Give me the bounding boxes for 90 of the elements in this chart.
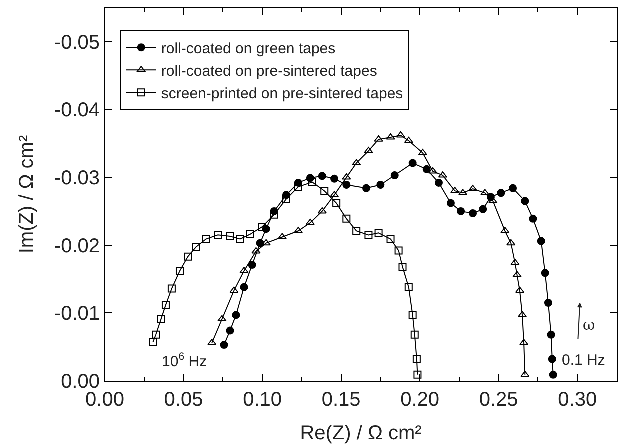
x-tick-label: 0.25	[479, 389, 518, 411]
point	[408, 159, 417, 168]
x-tick-label: 0.30	[558, 389, 598, 411]
point	[506, 239, 516, 246]
point	[162, 301, 170, 310]
point	[184, 252, 192, 261]
point	[446, 199, 455, 208]
point	[236, 235, 244, 244]
point	[410, 330, 419, 339]
point	[318, 207, 327, 214]
point	[376, 181, 385, 190]
annotation: ω	[583, 316, 596, 334]
point	[248, 261, 256, 270]
point	[529, 214, 538, 223]
point	[202, 235, 210, 244]
point	[469, 209, 478, 218]
point	[320, 187, 329, 196]
point	[408, 311, 417, 320]
point	[252, 247, 261, 254]
x-tick-label: 0.05	[164, 389, 204, 411]
point	[332, 199, 341, 208]
point	[394, 246, 403, 255]
point	[479, 205, 488, 214]
point	[342, 214, 351, 223]
y-tick-label: -0.03	[54, 168, 100, 190]
point	[176, 267, 184, 276]
point	[218, 315, 227, 322]
annotation: 10$^{6}$ Hz	[162, 351, 208, 370]
legend-label: roll-coated on pre-sintered tapes	[161, 62, 378, 80]
point	[330, 174, 339, 183]
legend-label: roll-coated on green tapes	[161, 40, 336, 58]
y-tick-label: -0.04	[54, 100, 100, 122]
annotation: 0.1 Hz	[562, 352, 606, 369]
legend-label: screen-printed on pre-sintered tapes	[161, 85, 404, 102]
point	[521, 197, 530, 206]
point	[294, 183, 302, 192]
y-tick-label: -0.01	[54, 303, 100, 326]
point	[318, 172, 326, 180]
point	[240, 283, 248, 292]
x-tick-label: 0.20	[400, 389, 440, 411]
point	[352, 159, 362, 166]
point	[226, 232, 234, 241]
point	[362, 184, 371, 192]
point	[230, 286, 239, 294]
point	[541, 269, 550, 278]
point	[414, 370, 422, 379]
point	[398, 263, 407, 272]
point	[214, 231, 222, 240]
point	[306, 218, 315, 226]
point	[537, 237, 546, 246]
point	[549, 370, 558, 379]
x-tick-label: 0.15	[322, 389, 361, 411]
point	[192, 243, 200, 252]
point	[497, 189, 506, 198]
point	[386, 235, 395, 244]
point	[232, 311, 240, 320]
point	[352, 227, 361, 236]
point	[282, 195, 290, 204]
point	[404, 283, 413, 292]
point	[152, 330, 160, 339]
point	[428, 167, 438, 174]
point	[168, 284, 176, 293]
point	[308, 178, 316, 186]
point	[220, 341, 228, 350]
point	[270, 210, 278, 219]
point	[149, 338, 158, 346]
point	[246, 230, 254, 239]
point	[547, 330, 556, 339]
point	[520, 370, 530, 378]
point	[342, 181, 351, 190]
point	[457, 207, 466, 216]
y-tick-label: -0.05	[54, 32, 100, 54]
point	[548, 355, 556, 364]
point	[404, 136, 414, 144]
point	[515, 286, 524, 294]
point	[422, 165, 431, 174]
point	[258, 223, 266, 232]
point	[412, 355, 421, 364]
x-tick-label: 0.10	[243, 389, 282, 411]
x-axis-title: Re(Z) / Ω cm²	[300, 422, 422, 444]
point	[509, 184, 518, 192]
point	[374, 229, 383, 238]
y-tick-label: -0.02	[54, 235, 100, 258]
y-axis-title: Im(Z) / Ω cm²	[16, 135, 38, 254]
point	[390, 172, 399, 180]
point	[434, 178, 443, 187]
point	[364, 231, 373, 240]
point	[226, 326, 234, 335]
point	[544, 299, 552, 308]
point	[157, 315, 166, 324]
